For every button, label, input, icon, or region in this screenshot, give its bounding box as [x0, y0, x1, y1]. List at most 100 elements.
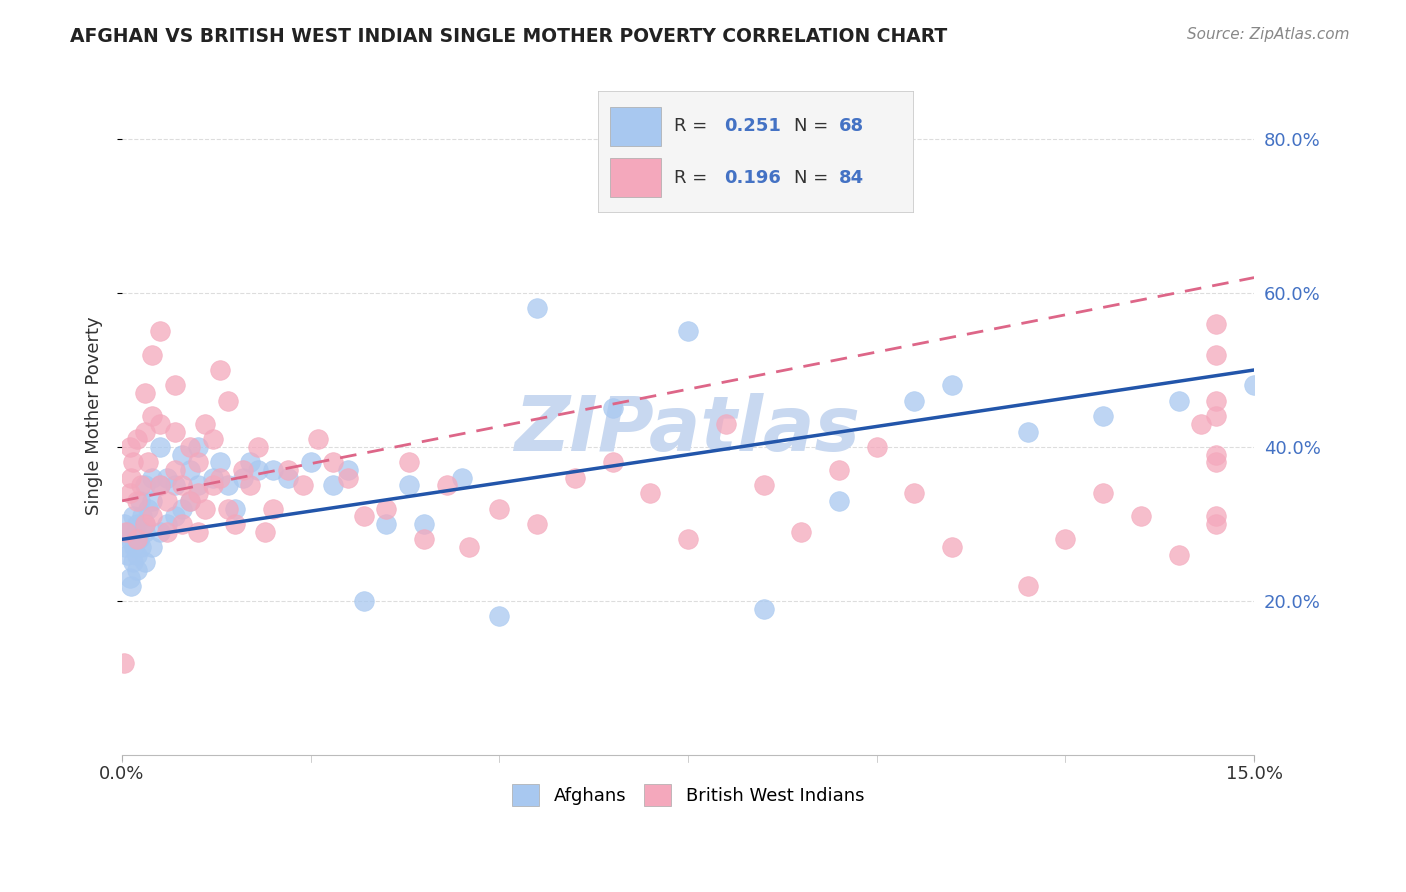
Point [1189, 417, 1212, 431]
Point [163, 478, 186, 492]
Point [337, 463, 360, 477]
Point [127, 563, 149, 577]
Point [149, 325, 172, 339]
Point [322, 478, 344, 492]
Point [232, 471, 254, 485]
Point [375, 501, 398, 516]
Point [299, 455, 322, 469]
Point [1167, 548, 1189, 562]
Point [149, 478, 172, 492]
Point [752, 601, 775, 615]
Point [1205, 516, 1227, 531]
Point [179, 440, 201, 454]
Point [156, 471, 179, 485]
Point [436, 478, 458, 492]
Text: ZIPatlas: ZIPatlas [515, 392, 860, 467]
Point [172, 448, 194, 462]
Point [127, 533, 149, 547]
Point [398, 478, 420, 492]
Point [866, 440, 889, 454]
Point [134, 516, 156, 531]
Point [602, 401, 624, 416]
Point [156, 493, 179, 508]
Text: Source: ZipAtlas.com: Source: ZipAtlas.com [1187, 27, 1350, 42]
Point [122, 509, 145, 524]
Point [186, 486, 208, 500]
Point [134, 556, 156, 570]
Point [141, 471, 163, 485]
Point [186, 440, 208, 454]
Legend: Afghans, British West Indians: Afghans, British West Indians [505, 777, 872, 814]
Point [526, 516, 548, 531]
Point [131, 509, 153, 524]
Point [322, 455, 344, 469]
Point [217, 501, 239, 516]
Point [413, 516, 436, 531]
Y-axis label: Single Mother Poverty: Single Mother Poverty [86, 317, 103, 516]
Point [138, 501, 160, 516]
Point [134, 478, 156, 492]
Point [163, 425, 186, 439]
Point [1017, 578, 1039, 592]
Point [201, 432, 224, 446]
Point [127, 432, 149, 446]
Point [239, 478, 262, 492]
Point [134, 386, 156, 401]
Point [676, 325, 699, 339]
Point [828, 463, 851, 477]
Point [458, 540, 481, 554]
Point [112, 516, 135, 531]
Point [239, 455, 262, 469]
Point [602, 455, 624, 469]
Point [307, 432, 329, 446]
Point [179, 493, 201, 508]
Point [714, 417, 737, 431]
Point [217, 478, 239, 492]
Point [752, 478, 775, 492]
Point [337, 471, 360, 485]
Point [141, 348, 163, 362]
Point [118, 486, 141, 500]
Point [640, 486, 662, 500]
Point [224, 501, 246, 516]
Point [127, 548, 149, 562]
Point [124, 524, 146, 539]
Text: AFGHAN VS BRITISH WEST INDIAN SINGLE MOTHER POVERTY CORRELATION CHART: AFGHAN VS BRITISH WEST INDIAN SINGLE MOT… [70, 27, 948, 45]
Point [194, 501, 217, 516]
Point [828, 493, 851, 508]
Point [194, 417, 217, 431]
Point [128, 533, 150, 547]
Point [353, 594, 375, 608]
Point [941, 378, 963, 392]
Point [277, 463, 299, 477]
Point [121, 556, 143, 570]
Point [1167, 393, 1189, 408]
Point [224, 516, 246, 531]
Point [277, 471, 299, 485]
Point [941, 540, 963, 554]
Point [1243, 378, 1265, 392]
Point [564, 471, 586, 485]
Point [149, 524, 172, 539]
Point [186, 455, 208, 469]
Point [141, 509, 163, 524]
Point [163, 378, 186, 392]
Point [450, 471, 472, 485]
Point [790, 524, 813, 539]
Point [141, 540, 163, 554]
Point [179, 493, 201, 508]
Point [292, 478, 315, 492]
Point [262, 501, 284, 516]
Point [172, 501, 194, 516]
Point [488, 609, 510, 624]
Point [254, 524, 277, 539]
Point [115, 548, 138, 562]
Point [163, 509, 186, 524]
Point [1054, 533, 1077, 547]
Point [138, 455, 160, 469]
Point [217, 393, 239, 408]
Point [1205, 409, 1227, 424]
Point [112, 656, 135, 670]
Point [149, 440, 172, 454]
Point [127, 516, 149, 531]
